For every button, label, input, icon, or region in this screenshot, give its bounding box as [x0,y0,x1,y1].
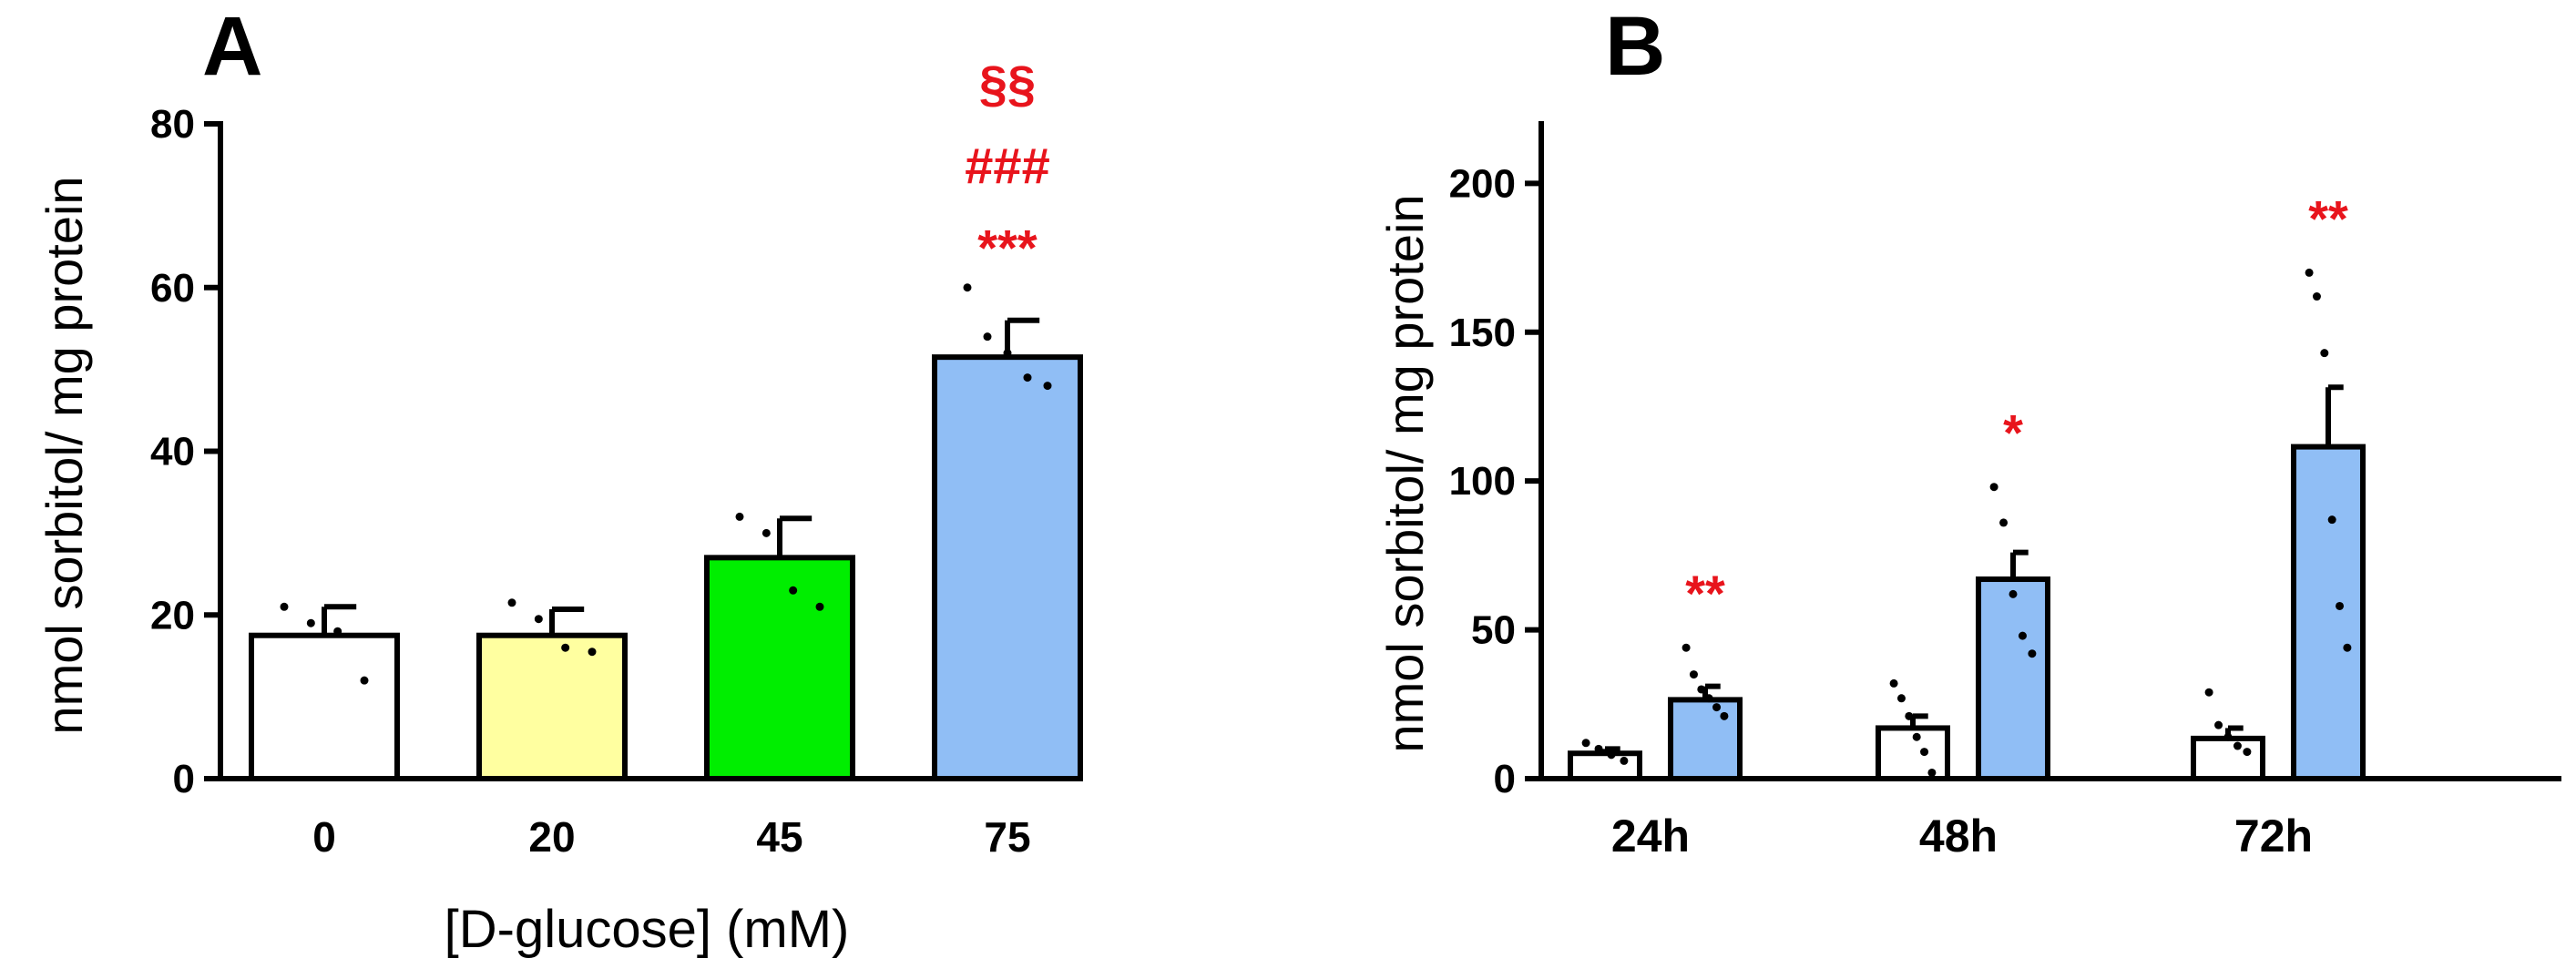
panel-a-y-tick-label: 60 [150,266,195,311]
panel-a-bar [476,632,628,781]
panel-a-data-point [1003,349,1012,358]
panel-a-data-point [1043,382,1052,391]
panel-b-y-tick-label: 200 [1449,161,1516,206]
panel-b-significance-label: ** [1685,565,1725,622]
panel-b-category-label: 48h [1919,811,1998,862]
panel-b-control-data-point [1920,748,1929,757]
panel-b-treated-data-point [1989,483,1998,492]
panel-a-category-label: 45 [756,813,802,861]
panel-b-control-data-point [1896,694,1906,703]
panel-b-treated-data-point [1697,685,1706,694]
panel-b-significance-label: ** [2308,189,2348,247]
panel-a-bar [249,632,400,781]
panel-b-category-label: 72h [2234,811,2313,862]
panel-a-data-point [1023,373,1032,382]
panel-b-category-label: 24h [1611,811,1690,862]
panel-b-treated-data-point [2312,292,2321,301]
panel-b-treated-data-point [2343,643,2352,652]
panel-b-control-data-point [1912,732,1921,741]
panel-b-y-tick-label: 150 [1449,311,1516,355]
panel-a-data-point [762,528,771,537]
panel-b-control-data-point [2233,741,2242,750]
panel-a-data-point [983,332,992,342]
panel-b-treated-data-point [1682,643,1691,652]
panel-b-control-data-point [1607,750,1616,760]
panel-b-control-data-point [1581,739,1590,748]
panel-b-treated-bar [1976,576,2050,781]
panel-a-category-label: 20 [528,813,575,861]
panel-a-data-point [963,283,972,292]
panel-b-y-tick-label: 100 [1449,459,1516,504]
panel-a-letter: A [202,0,262,93]
panel-b-plot: 0 50 100 150 200 24h ** 48h * 72h ** [1449,121,2561,862]
panel-a-data-point [735,512,744,521]
panel-a-category-label: 0 [312,813,336,861]
panel-a-significance-label: ### [965,138,1049,195]
panel-a-data-point [360,676,369,685]
panel-b-y-axis-label: nmol sorbitol/ mg protein [1376,194,1434,752]
panel-a-significance-label: *** [977,219,1038,277]
panel-a-bar [932,354,1083,781]
panel-a-y-tick-label: 20 [150,593,195,637]
panel-a-category-label: 75 [984,813,1030,861]
panel-b-significance-label: * [2003,404,2023,462]
panel-b-control-data-point [2214,720,2223,729]
panel-b-control-data-point [2204,688,2213,697]
panel-b-letter: B [1605,0,1665,93]
panel-b-control-data-point [1905,711,1914,720]
panel-b-treated-data-point [2320,349,2329,358]
panel-a-bar [704,555,855,782]
panel-b-treated-data-point [1704,694,1713,703]
panel-b-control-data-point [2243,748,2252,757]
panel-a-data-point [280,602,289,611]
panel-a-significance-label: §§ [979,56,1036,113]
panel-a-data-point [534,615,543,624]
panel-b-treated-data-point [1712,703,1722,712]
panel-b-treated-bar [1668,697,1743,782]
panel-a-data-point [561,643,570,652]
panel-b-treated-data-point [2009,589,2018,598]
panel-b-control-data-point [2223,732,2233,741]
panel-b-treated-data-point [2028,649,2037,658]
panel-a-data-point [789,586,798,595]
panel-a-x-axis-label: [D-glucose] (mM) [445,900,850,959]
panel-b-treated-data-point [1689,670,1698,679]
panel-b-treated-data-point [2327,515,2336,525]
panel-a-data-point [815,602,824,611]
panel-a-data-point [306,618,315,627]
panel-b-control-bar [2191,735,2265,781]
panel-a-y-tick-label: 40 [150,430,195,474]
panel-b-y-tick-label: 50 [1471,608,1516,653]
panel-a-data-point [507,598,516,607]
panel-b-treated-data-point [1999,518,2009,527]
panel-a-y-axis-label: nmol sorbitol/ mg protein [36,176,93,734]
panel-a-y-tick-label: 0 [173,757,195,801]
panel-b-treated-data-point [2305,268,2314,277]
panel-b-control-data-point [1927,768,1937,777]
panel-b-control-data-point [1889,678,1898,688]
panel-b-treated-data-point [2018,631,2027,640]
panel-a-plot: 0 20 40 60 80 0 20 45 75 *** ### §§ [150,56,1083,861]
panel-a-data-point [333,627,342,636]
panel-b-treated-bar [2291,444,2366,781]
panel-b-control-bar [1568,750,1642,782]
panel-b-treated-data-point [1720,711,1729,720]
panel-b-y-tick-label: 0 [1494,757,1516,801]
panel-b-treated-data-point [2336,601,2345,610]
panel-a-y-tick-label: 80 [150,102,195,147]
panel-b-control-data-point [1620,756,1629,765]
panel-a-data-point [588,648,597,657]
panel-b-control-data-point [1594,744,1603,753]
